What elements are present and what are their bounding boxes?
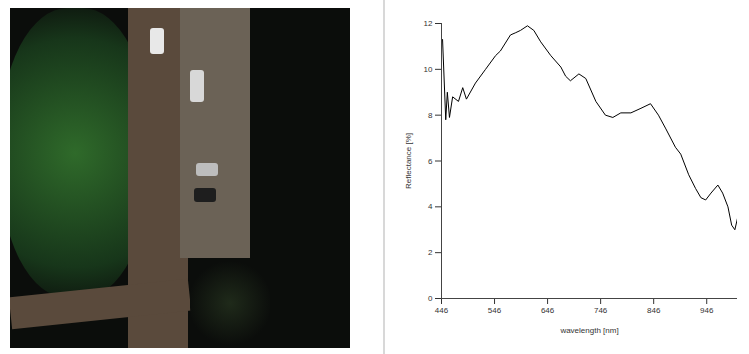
svg-text:846: 846	[647, 306, 661, 315]
svg-text:746: 746	[594, 306, 608, 315]
svg-text:446: 446	[435, 306, 449, 315]
svg-text:4: 4	[428, 202, 433, 211]
svg-text:10: 10	[424, 65, 433, 74]
svg-text:2: 2	[428, 248, 433, 257]
svg-text:6: 6	[428, 157, 433, 166]
svg-text:646: 646	[541, 306, 555, 315]
svg-text:Reflectance [%]: Reflectance [%]	[404, 133, 413, 189]
svg-text:946: 946	[700, 306, 714, 315]
svg-text:0: 0	[428, 294, 433, 303]
svg-text:8: 8	[428, 111, 433, 120]
svg-text:12: 12	[424, 19, 433, 28]
svg-text:546: 546	[488, 306, 502, 315]
svg-text:wavelength [nm]: wavelength [nm]	[559, 326, 618, 335]
